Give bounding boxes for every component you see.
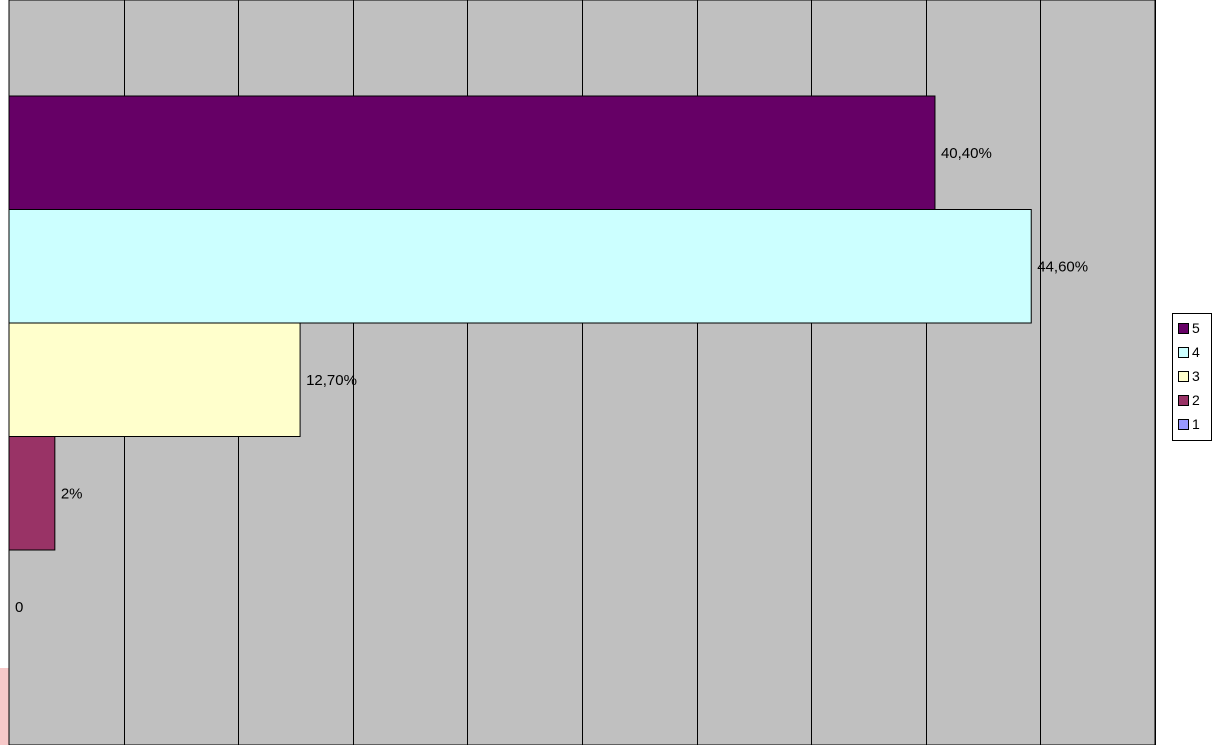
bar-4 — [8, 209, 1032, 324]
bar-3 — [8, 322, 301, 437]
data-label-5: 40,40% — [941, 145, 992, 162]
legend-item-2: 2 — [1178, 390, 1200, 410]
bar-2 — [8, 436, 56, 551]
legend-item-5: 5 — [1178, 318, 1200, 338]
chart-legend: 5 4 3 2 1 — [1172, 313, 1212, 441]
legend-swatch-2 — [1178, 394, 1189, 406]
legend-item-4: 4 — [1178, 342, 1200, 362]
data-label-2: 2% — [61, 485, 83, 502]
legend-label-2: 2 — [1192, 392, 1200, 408]
legend-label-3: 3 — [1192, 368, 1200, 384]
legend-swatch-5 — [1178, 322, 1189, 334]
data-label-1: 0 — [15, 599, 23, 616]
legend-swatch-1 — [1178, 418, 1189, 430]
legend-label-5: 5 — [1192, 320, 1200, 336]
corner-decoration — [0, 668, 9, 745]
legend-swatch-3 — [1178, 370, 1189, 382]
data-label-4: 44,60% — [1037, 258, 1088, 275]
legend-label-4: 4 — [1192, 344, 1200, 360]
bar-5 — [8, 95, 936, 210]
data-label-3: 12,70% — [306, 372, 357, 389]
legend-item-1: 1 — [1178, 414, 1200, 434]
legend-swatch-4 — [1178, 346, 1189, 358]
legend-item-3: 3 — [1178, 366, 1200, 386]
legend-label-1: 1 — [1192, 416, 1200, 432]
